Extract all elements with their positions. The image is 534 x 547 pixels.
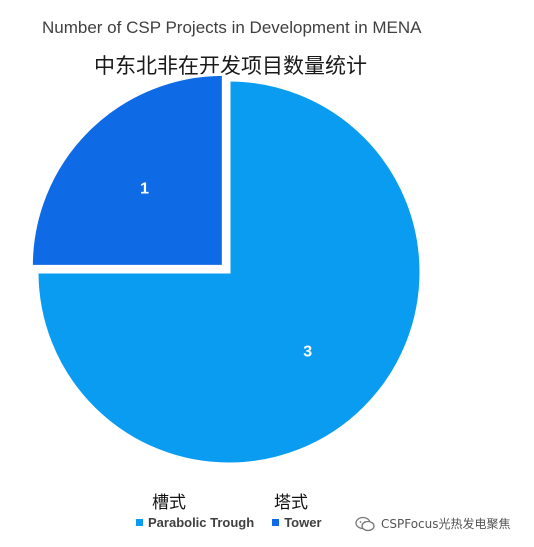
wechat-icon [355, 516, 375, 531]
legend-label-tower: Tower [284, 515, 322, 530]
legend-label-trough: Parabolic Trough [148, 515, 255, 530]
pie-slice-tower[interactable] [29, 72, 225, 268]
watermark-text: CSPFocus光热发电聚焦 [381, 517, 511, 531]
legend-swatch-tower [272, 519, 280, 526]
chart-subtitle: 中东北非在开发项目数量统计 [94, 54, 367, 78]
pie-slice-parabolic-trough[interactable] [35, 78, 423, 466]
legend: Parabolic Trough Tower [136, 515, 340, 530]
watermark: CSPFocus光热发电聚焦 [355, 515, 511, 532]
legend-cn-label-trough: 槽式 [152, 493, 186, 513]
data-label-parabolic-trough: 3 [303, 344, 312, 361]
legend-item-trough[interactable]: Parabolic Trough [136, 515, 254, 530]
legend-cn-label-tower: 塔式 [274, 493, 308, 513]
legend-swatch-trough [136, 519, 143, 526]
legend-item-tower[interactable]: Tower [272, 515, 322, 530]
data-label-tower: 1 [140, 181, 149, 198]
chart-title: Number of CSP Projects in Development in… [42, 18, 422, 37]
